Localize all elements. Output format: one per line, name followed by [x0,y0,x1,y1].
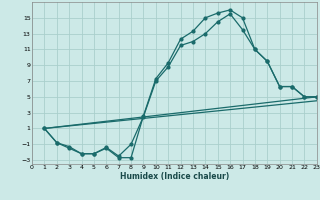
X-axis label: Humidex (Indice chaleur): Humidex (Indice chaleur) [120,172,229,181]
